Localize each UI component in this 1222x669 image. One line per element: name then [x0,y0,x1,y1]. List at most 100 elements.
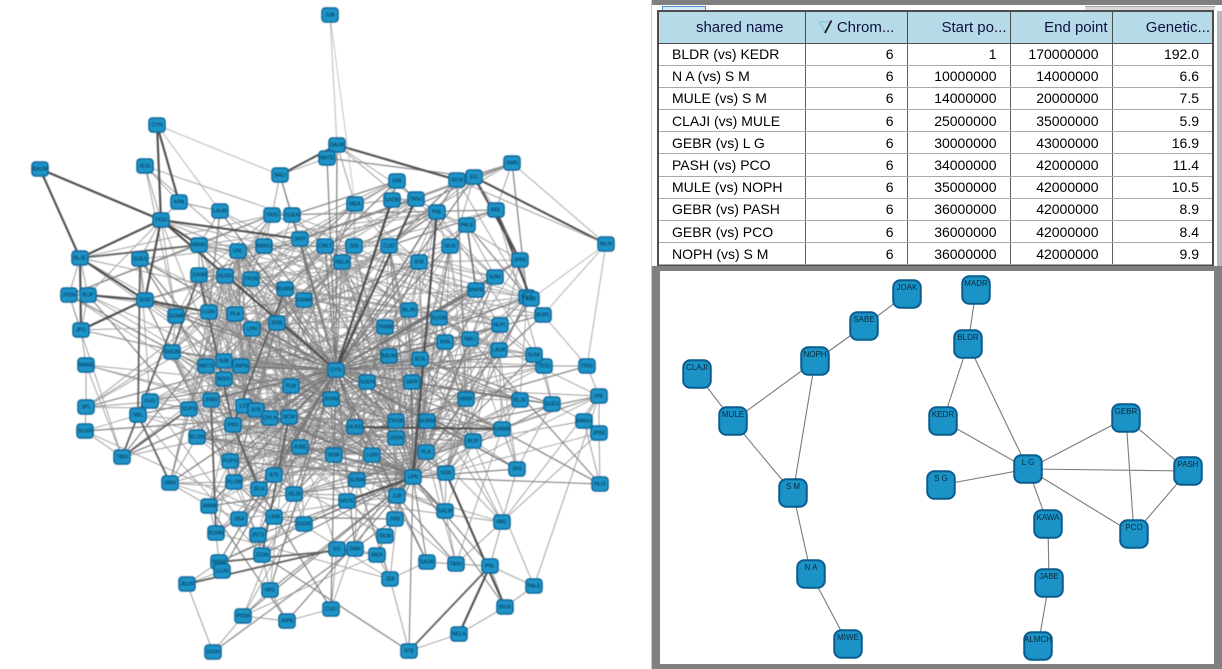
svg-text:TROB: TROB [244,277,259,283]
svg-text:TROB: TROB [389,419,404,425]
svg-text:HLRD: HLRD [218,274,232,280]
svg-text:DIGN: DIGN [207,650,220,656]
svg-text:ATB: ATB [404,649,414,655]
svg-text:JFBR: JFBR [205,398,218,404]
svg-text:NELA: NELA [335,260,349,266]
svg-text:JUBE: JUBE [293,445,307,451]
svg-text:JNPN: JNPN [234,364,248,370]
svg-text:SABE: SABE [853,315,874,324]
svg-text:NISM: NISM [213,560,226,566]
svg-text:SISR: SISR [328,453,340,459]
svg-text:JNTS: JNTS [252,533,266,539]
svg-text:TIOG: TIOG [155,218,168,224]
svg-text:SUPS: SUPS [182,407,197,413]
svg-text:BILN: BILN [600,242,612,248]
svg-text:CYN: CYN [331,368,342,374]
svg-text:TRIG: TRIG [266,213,278,219]
svg-text:ALMCH: ALMCH [1024,635,1052,644]
svg-text:LUJN: LUJN [216,569,229,575]
svg-text:EG: EG [333,547,341,553]
svg-text:NSB: NSB [272,321,283,327]
svg-text:MANU: MANU [576,419,592,425]
svg-text:JMMB: JMMB [202,504,217,510]
svg-text:SUEN: SUEN [285,213,300,219]
svg-text:NNAB: NNAB [79,363,94,369]
svg-text:EG: EG [470,175,478,181]
svg-text:NSB: NSB [441,471,452,477]
svg-text:CLAJI: CLAJI [686,363,708,372]
svg-text:NELA: NELA [452,632,466,638]
svg-text:SISR: SISR [139,298,151,304]
svg-text:PUPS: PUPS [223,459,238,465]
svg-text:N A: N A [805,563,819,572]
svg-text:BAUM: BAUM [33,167,48,173]
svg-text:BAUM: BAUM [382,354,397,360]
svg-text:RRL: RRL [497,520,507,526]
svg-text:S G: S G [934,474,948,483]
svg-text:NNTE: NNTE [320,156,335,162]
svg-text:NJNI: NJNI [528,353,540,359]
svg-text:TIOG: TIOG [538,364,551,370]
svg-text:SALM: SALM [438,509,452,515]
svg-text:BUPL: BUPL [536,313,550,319]
svg-text:SUSN: SUSN [78,429,93,435]
svg-text:BLJE: BLJE [514,398,527,404]
svg-text:MEA: MEA [349,202,361,208]
svg-text:BLJE: BLJE [74,256,87,262]
svg-text:KPA: KPA [174,200,185,206]
svg-text:BURM: BURM [419,419,434,425]
svg-text:MIWE: MIWE [837,633,859,642]
svg-text:PISM: PISM [237,614,250,620]
svg-text:JWE: JWE [390,517,401,523]
svg-text:BLDR: BLDR [957,333,979,342]
svg-text:GEBR: GEBR [1115,407,1138,416]
svg-text:SMN: SMN [349,547,361,553]
svg-text:SNOB: SNOB [165,350,180,356]
svg-text:JEB: JEB [385,577,395,583]
svg-text:KAWA: KAWA [1037,513,1061,522]
svg-text:SILM: SILM [451,178,463,184]
svg-text:JIBA: JIBA [234,517,245,523]
svg-text:PLW: PLW [286,384,297,390]
svg-text:BNPB: BNPB [469,288,484,294]
svg-text:BGIS: BGIS [218,377,231,383]
svg-text:MEA: MEA [371,553,383,559]
svg-text:JWE: JWE [392,179,403,185]
svg-text:UNL: UNL [233,249,243,255]
svg-text:BLUM: BLUM [190,435,204,441]
svg-text:TRIG: TRIG [581,364,593,370]
svg-text:SALM: SALM [330,143,344,149]
svg-text:GAMA: GAMA [296,298,312,304]
svg-text:NBL: NBL [133,413,143,419]
svg-text:JPBE: JPBE [593,431,607,437]
svg-text:NOPH: NOPH [803,350,826,359]
svg-text:SUNN: SUNN [209,531,224,537]
svg-text:JELW: JELW [180,582,194,588]
svg-text:JSSN: JSSN [62,293,76,299]
svg-text:HLRD: HLRD [348,425,362,431]
svg-text:NALI: NALI [274,173,286,179]
svg-text:PALE: PALE [528,584,541,590]
svg-text:SILM: SILM [379,534,391,540]
svg-text:PNL: PNL [485,564,495,570]
svg-text:JPG: JPG [512,467,522,473]
svg-text:JUB: JUB [325,13,335,19]
svg-text:SADB: SADB [385,198,400,204]
svg-text:NCM: NCM [283,415,295,421]
svg-text:JOHM: JOHM [192,273,207,279]
svg-text:KEDR: KEDR [932,410,954,419]
svg-text:TIBS: TIBS [116,455,128,461]
svg-text:JPBE: JPBE [514,258,528,264]
svg-text:NNTE: NNTE [340,499,355,505]
svg-text:MANU: MANU [256,244,272,250]
svg-text:NJNI: NJNI [489,275,501,281]
svg-text:TANJ: TANJ [450,562,463,568]
svg-text:CUO: CUO [325,607,337,613]
svg-text:PCO: PCO [1125,523,1142,532]
svg-text:JESL: JESL [414,357,427,363]
svg-text:GAMA: GAMA [494,427,510,433]
svg-text:LIMB: LIMB [268,515,281,521]
svg-text:A78: A78 [251,408,260,414]
svg-text:ATB: ATB [414,260,424,266]
svg-text:SUMA: SUMA [350,478,366,484]
